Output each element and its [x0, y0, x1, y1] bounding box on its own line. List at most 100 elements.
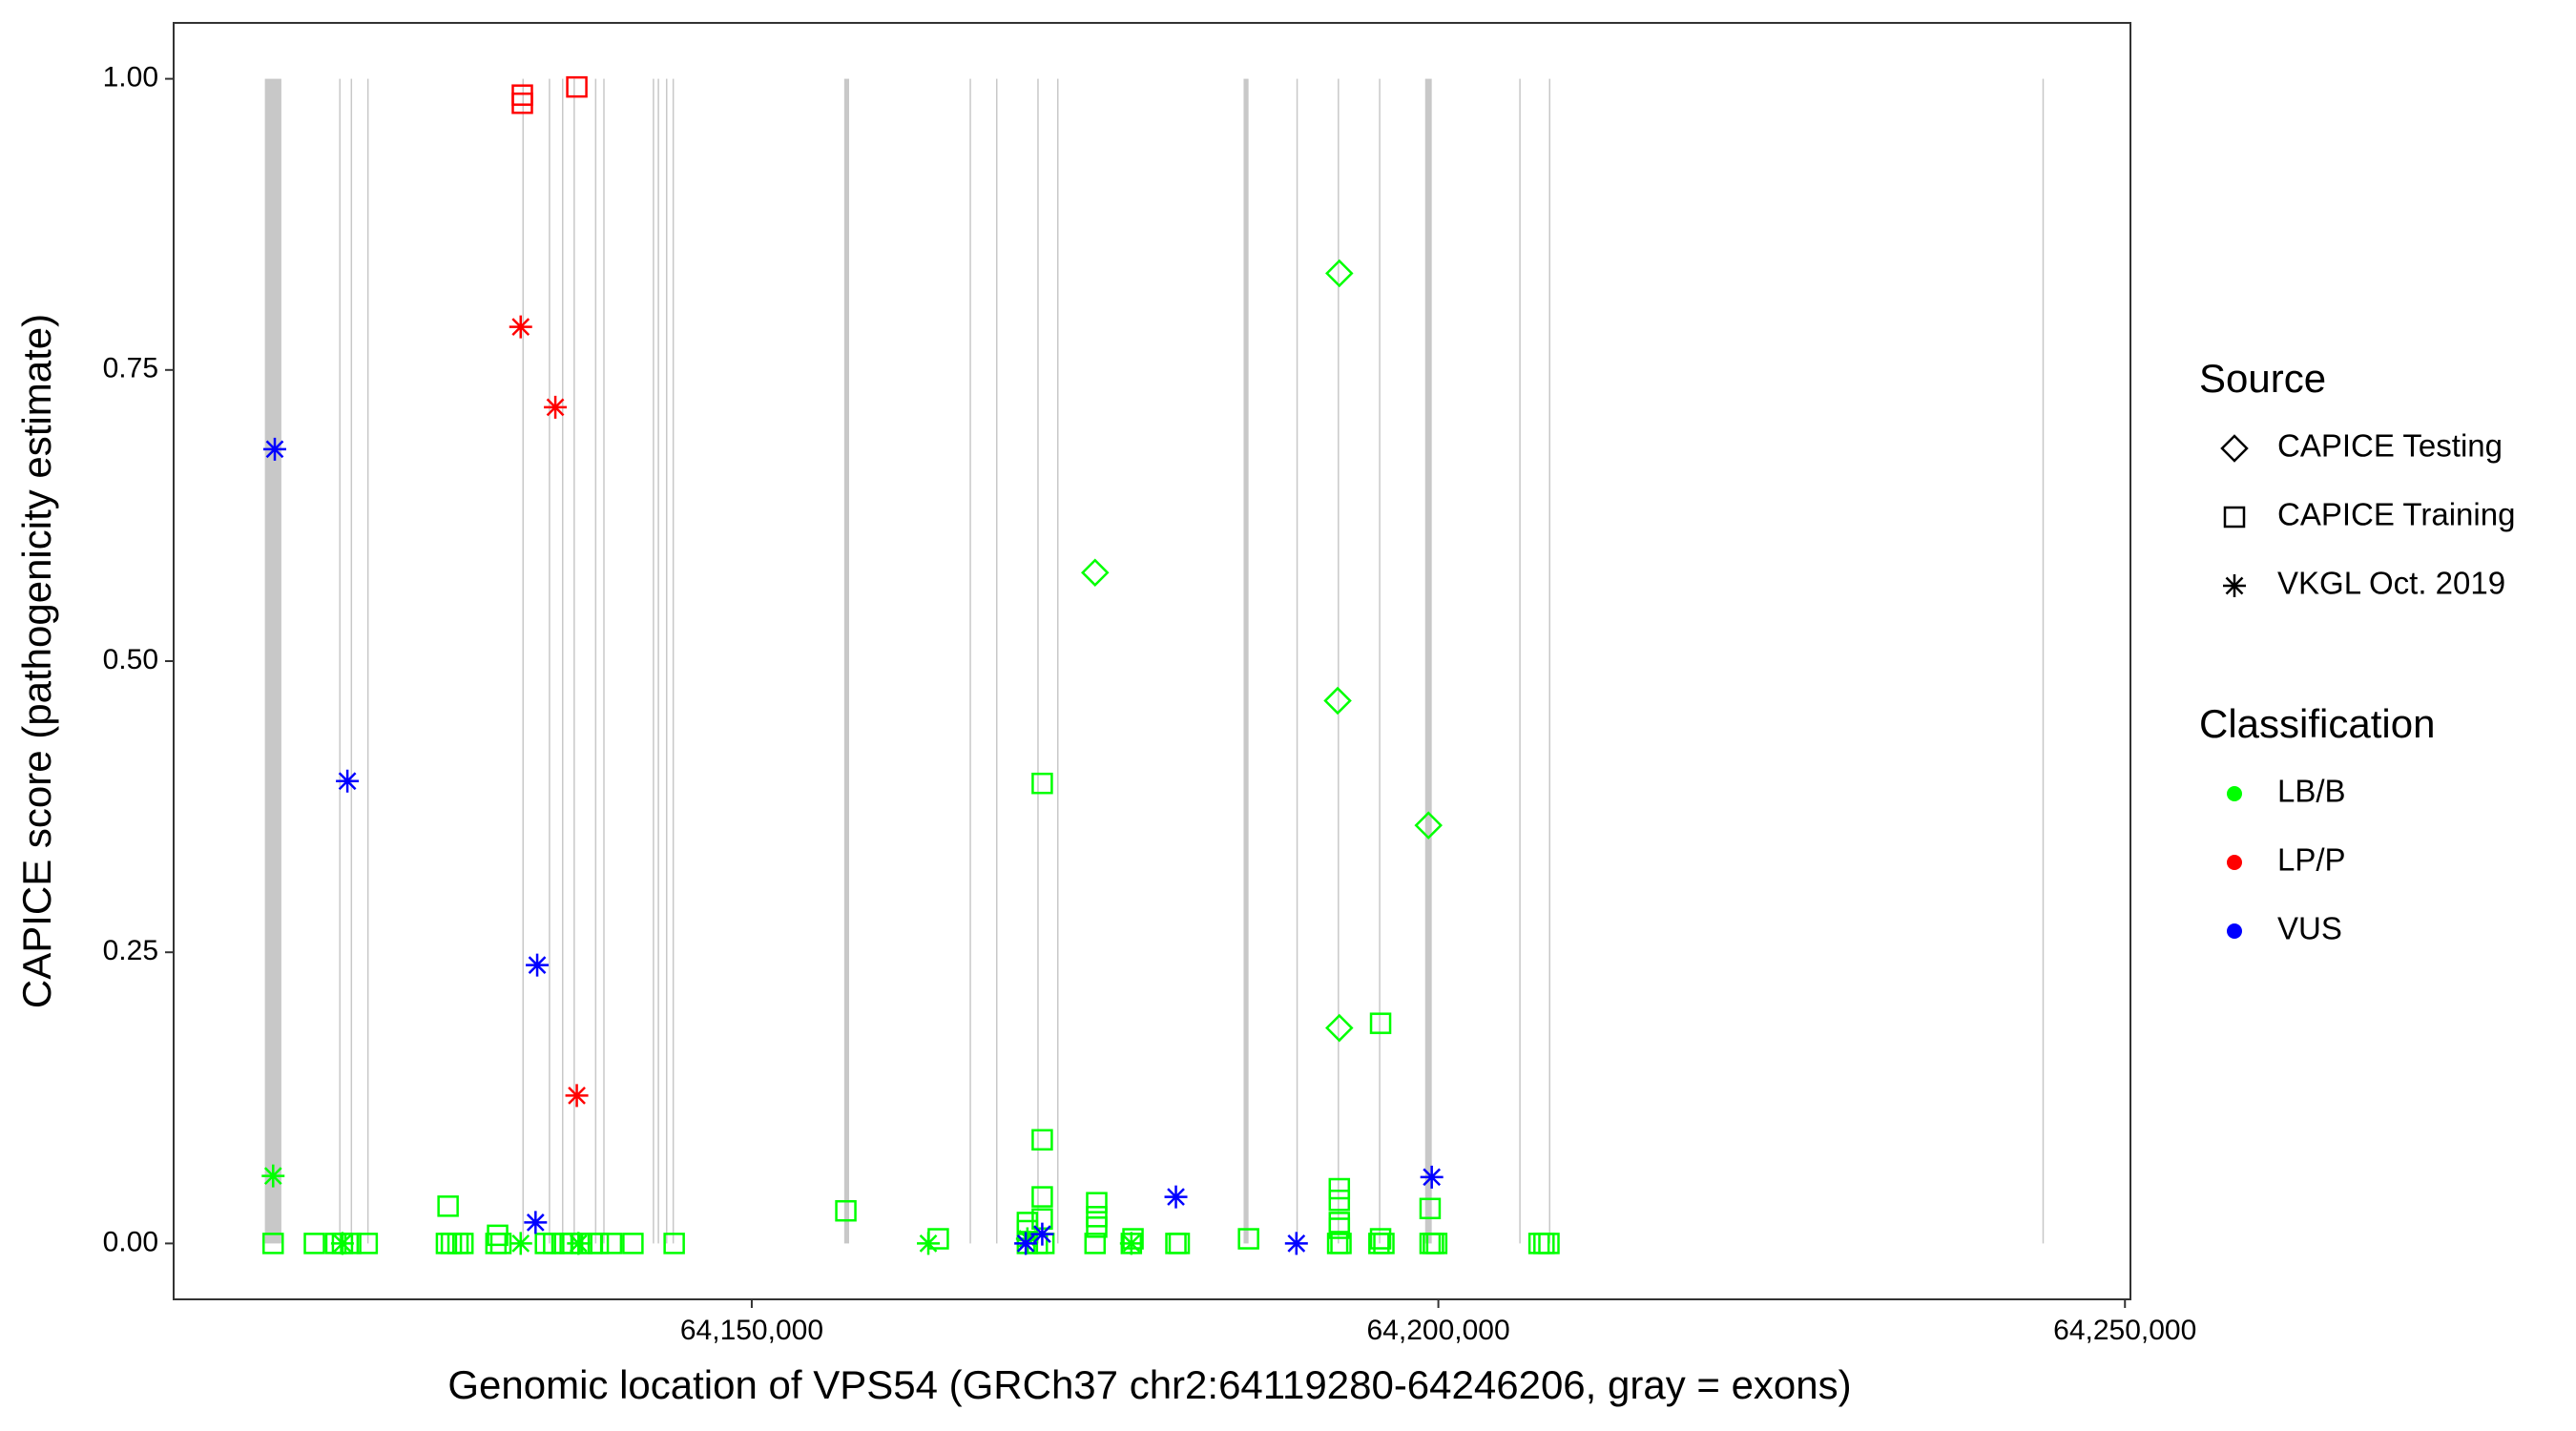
legend-title: Classification — [2199, 701, 2435, 746]
point — [1030, 1222, 1054, 1246]
exon — [1379, 78, 1381, 1244]
legend-label: LP/P — [2277, 842, 2346, 878]
point — [1031, 1129, 1053, 1151]
exon — [1424, 78, 1432, 1244]
point — [663, 1233, 685, 1255]
y-tick-label: 0.25 — [103, 935, 158, 966]
point — [1328, 1177, 1351, 1200]
exon — [264, 78, 281, 1244]
exon — [562, 78, 564, 1244]
point — [1425, 1233, 1448, 1255]
point — [835, 1199, 857, 1222]
exon — [350, 78, 353, 1244]
exon — [549, 78, 551, 1244]
exon — [672, 78, 675, 1244]
point — [1323, 686, 1352, 716]
exon — [969, 78, 971, 1244]
point — [1081, 558, 1110, 587]
point — [263, 437, 287, 461]
exon — [573, 78, 575, 1244]
exon — [1548, 78, 1550, 1244]
point — [1328, 1189, 1351, 1212]
point — [566, 75, 588, 98]
x-tick-label: 64,250,000 — [2053, 1315, 2196, 1346]
point — [262, 1233, 284, 1255]
legend-label: LB/B — [2277, 774, 2346, 809]
legend-label: CAPICE Training — [2277, 497, 2515, 532]
point — [565, 1084, 589, 1108]
point — [509, 1232, 532, 1255]
point — [1373, 1233, 1395, 1255]
point — [1084, 1233, 1107, 1255]
point — [1325, 259, 1354, 288]
y-tick-label: 0.75 — [103, 353, 158, 384]
exon — [339, 78, 341, 1244]
point — [1014, 1232, 1038, 1255]
point — [622, 1233, 644, 1255]
point — [1369, 1012, 1392, 1034]
exon — [1243, 78, 1249, 1244]
exon — [366, 78, 369, 1244]
point — [451, 1233, 474, 1255]
exon — [843, 78, 850, 1244]
legend-label: VKGL Oct. 2019 — [2277, 566, 2505, 601]
point — [511, 92, 533, 114]
point — [1328, 1217, 1351, 1239]
point — [917, 1232, 941, 1255]
point — [1122, 1228, 1144, 1250]
y-axis-title: CAPICE score (pathogenicity estimate) — [14, 314, 59, 1008]
point — [600, 1233, 623, 1255]
point — [544, 395, 568, 419]
point — [1164, 1185, 1188, 1209]
exon — [522, 78, 524, 1244]
legend-key — [2223, 506, 2246, 529]
point — [1031, 1186, 1053, 1208]
x-tick-label: 64,200,000 — [1367, 1315, 1510, 1346]
exon — [1338, 78, 1340, 1244]
point — [567, 1232, 591, 1255]
point — [437, 1195, 459, 1217]
point — [1538, 1233, 1560, 1255]
point — [524, 1211, 548, 1234]
point — [1086, 1192, 1108, 1213]
point — [1119, 1232, 1143, 1255]
y-tick-label: 0.50 — [103, 644, 158, 675]
y-tick-label: 1.00 — [103, 62, 158, 93]
exon — [653, 78, 654, 1244]
legend-key — [2227, 923, 2242, 939]
point — [487, 1224, 509, 1247]
exon — [1519, 78, 1521, 1244]
point — [303, 1233, 325, 1255]
exon — [665, 78, 668, 1244]
point — [1015, 1227, 1039, 1251]
point — [330, 1232, 354, 1255]
point — [1419, 1197, 1442, 1220]
point — [1284, 1232, 1308, 1255]
exon — [1296, 78, 1298, 1244]
exon — [2042, 78, 2045, 1244]
point — [261, 1164, 285, 1188]
x-axis-title: Genomic location of VPS54 (GRCh37 chr2:6… — [447, 1362, 1851, 1407]
exon — [603, 78, 605, 1244]
exon — [657, 78, 659, 1244]
point — [1369, 1228, 1392, 1250]
legend-key — [2220, 434, 2249, 463]
point — [1325, 1013, 1354, 1043]
exon — [995, 78, 998, 1244]
legend-key — [2227, 786, 2242, 801]
point — [356, 1233, 379, 1255]
point — [336, 769, 360, 793]
legend-title: Source — [2199, 356, 2326, 401]
legend-label: CAPICE Testing — [2277, 428, 2503, 464]
point — [1420, 1165, 1444, 1189]
point — [1086, 1216, 1108, 1238]
exon — [1056, 78, 1059, 1244]
x-tick-label: 64,150,000 — [680, 1315, 823, 1346]
exon — [1037, 78, 1039, 1244]
point — [1330, 1233, 1352, 1255]
point — [1414, 811, 1443, 840]
legend-label: VUS — [2277, 911, 2342, 946]
y-tick-label: 0.00 — [103, 1226, 158, 1257]
legend-key — [2223, 574, 2246, 597]
